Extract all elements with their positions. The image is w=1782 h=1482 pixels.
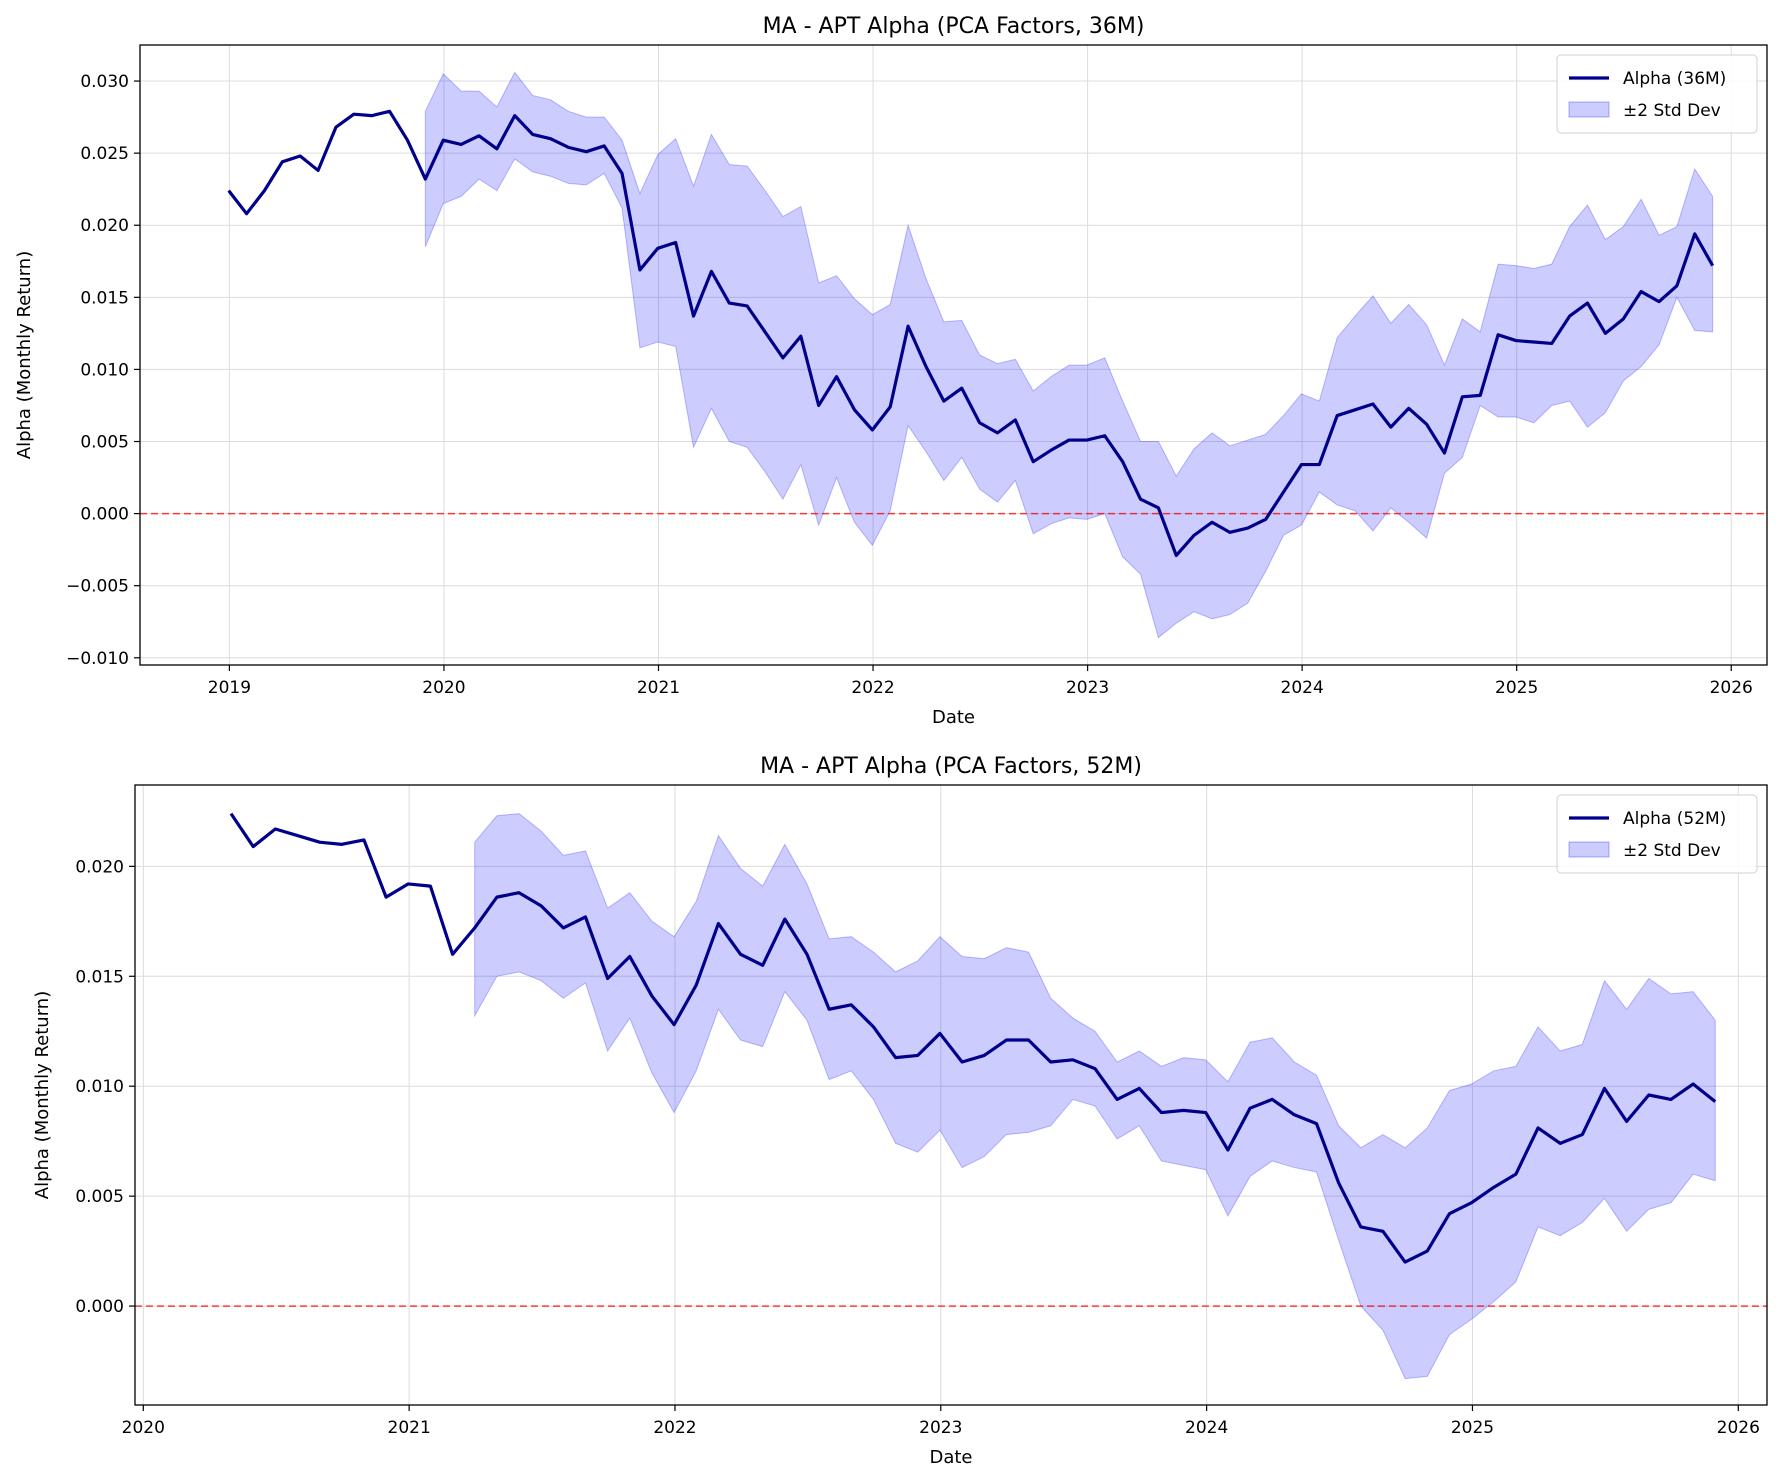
x-tick-label: 2020 <box>122 1418 165 1438</box>
y-tick-label: 0.005 <box>75 1187 124 1207</box>
chart-panel-2: 2020 2021 2022 2023 2024 2025 2026 0.000 0.005 0.… <box>32 754 1768 1468</box>
chart-panel-1: 2019 2020 2021 2022 2023 2024 2025 2026 −0.010 −0… <box>14 14 1768 728</box>
legend-box <box>1556 794 1758 874</box>
x-tick-label: 2023 <box>1066 678 1109 698</box>
y-tick-label: 0.000 <box>80 505 129 525</box>
y-tick-label: −0.010 <box>66 649 129 669</box>
y-tick-label: 0.015 <box>80 288 129 308</box>
x-tick-label: 2021 <box>637 678 680 698</box>
y-tick-label: 0.030 <box>80 72 129 92</box>
x-tick-label: 2022 <box>851 678 894 698</box>
x-tick-label: 2024 <box>1281 678 1324 698</box>
chart-title: MA - APT Alpha (PCA Factors, 52M) <box>760 754 1142 779</box>
x-tick-label: 2022 <box>653 1418 696 1438</box>
y-tick-label: 0.020 <box>80 216 129 236</box>
x-axis-label: Date <box>929 1447 972 1468</box>
y-axis-label: Alpha (Monthly Return) <box>32 991 53 1199</box>
x-tick-label: 2020 <box>422 678 465 698</box>
legend: Alpha (36M) ±2 Std Dev <box>1556 54 1758 134</box>
y-tick-label: 0.010 <box>80 360 129 380</box>
std-dev-band <box>424 71 1714 639</box>
legend-label-alpha: Alpha (52M) <box>1623 809 1726 829</box>
y-tick-label: −0.005 <box>66 577 129 597</box>
y-tick-label: 0.025 <box>80 144 129 164</box>
x-tick-label: 2026 <box>1717 1418 1760 1438</box>
x-tick-label: 2024 <box>1185 1418 1228 1438</box>
x-tick-label: 2025 <box>1451 1418 1494 1438</box>
x-tick-label: 2025 <box>1495 678 1538 698</box>
x-tick-label: 2026 <box>1710 678 1753 698</box>
legend-box <box>1556 54 1758 134</box>
legend-band-swatch <box>1568 101 1610 118</box>
x-tick-label: 2019 <box>208 678 251 698</box>
chart-title: MA - APT Alpha (PCA Factors, 36M) <box>763 14 1145 39</box>
legend: Alpha (52M) ±2 Std Dev <box>1556 794 1758 874</box>
y-tick-label: 0.020 <box>75 857 124 877</box>
y-axis-label: Alpha (Monthly Return) <box>14 251 35 459</box>
x-tick-label: 2021 <box>388 1418 431 1438</box>
plot-frame <box>134 784 1768 1406</box>
legend-label-band: ±2 Std Dev <box>1623 841 1721 861</box>
y-tick-label: 0.005 <box>80 433 129 453</box>
std-dev-band <box>474 813 1716 1380</box>
alpha-series-line <box>229 812 1717 1264</box>
y-tick-label: 0.000 <box>75 1297 124 1317</box>
x-tick-label: 2023 <box>919 1418 962 1438</box>
legend-label-band: ±2 Std Dev <box>1623 101 1721 121</box>
y-tick-label: 0.010 <box>75 1077 124 1097</box>
legend-label-alpha: Alpha (36M) <box>1623 69 1726 89</box>
grid-lines <box>140 45 1767 665</box>
x-axis-label: Date <box>932 707 975 728</box>
y-tick-label: 0.015 <box>75 967 124 987</box>
legend-band-swatch <box>1568 841 1610 858</box>
alpha-series-line <box>227 109 1715 558</box>
plot-frame <box>139 44 1768 666</box>
